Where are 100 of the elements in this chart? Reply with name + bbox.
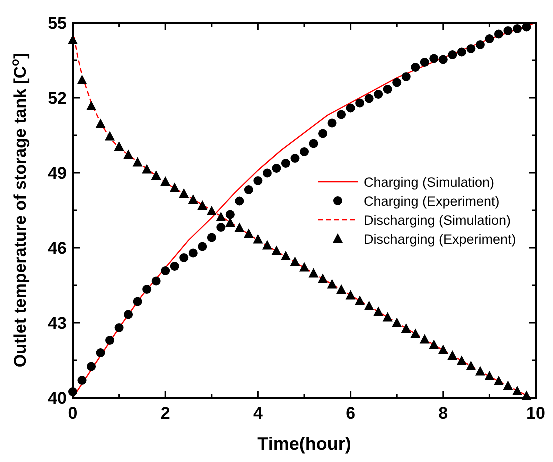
point xyxy=(206,206,217,216)
point xyxy=(188,194,198,204)
y-tick-label: 46 xyxy=(48,239,67,258)
y-tick-label: 52 xyxy=(48,89,67,108)
point xyxy=(188,248,198,258)
point xyxy=(170,182,180,192)
point xyxy=(290,154,300,163)
point xyxy=(280,251,291,260)
point xyxy=(124,150,134,160)
point xyxy=(216,223,226,232)
point xyxy=(364,94,374,104)
point xyxy=(254,176,263,186)
point xyxy=(402,72,411,82)
point xyxy=(170,262,180,271)
point xyxy=(161,266,170,276)
point xyxy=(457,48,466,57)
point xyxy=(420,334,430,344)
point xyxy=(300,262,310,272)
point xyxy=(392,78,402,88)
point xyxy=(438,344,448,354)
point xyxy=(152,276,161,286)
legend-label: Charging (Simulation) xyxy=(364,175,495,190)
point xyxy=(244,228,254,238)
point xyxy=(392,318,402,328)
point xyxy=(96,348,106,358)
point xyxy=(290,256,300,266)
point xyxy=(512,24,522,34)
point xyxy=(234,222,245,232)
point xyxy=(151,170,162,180)
point xyxy=(142,285,152,294)
point xyxy=(86,101,97,110)
point xyxy=(346,104,356,113)
point xyxy=(503,380,514,390)
point xyxy=(318,129,328,138)
point xyxy=(504,26,513,36)
point xyxy=(327,279,338,289)
legend-label: Discharging (Simulation) xyxy=(364,213,512,228)
y-tick-label: 43 xyxy=(48,314,67,333)
point xyxy=(420,58,430,67)
point xyxy=(466,361,476,370)
point xyxy=(494,30,504,39)
point xyxy=(336,284,347,294)
point xyxy=(374,306,384,316)
point xyxy=(114,324,124,332)
point xyxy=(448,350,458,360)
point xyxy=(382,312,393,322)
x-tick-label: 6 xyxy=(346,404,356,423)
point xyxy=(309,139,318,148)
point xyxy=(207,233,216,242)
point xyxy=(235,196,244,206)
x-tick-label: 8 xyxy=(438,404,448,423)
point xyxy=(198,242,208,252)
point xyxy=(484,371,495,380)
point xyxy=(318,274,328,284)
point xyxy=(198,200,208,210)
point xyxy=(262,240,272,250)
x-tick-label: 4 xyxy=(253,404,264,423)
point xyxy=(374,90,384,99)
point xyxy=(132,157,143,167)
point xyxy=(225,218,236,228)
point xyxy=(410,328,421,338)
point xyxy=(494,376,504,386)
x-axis-title: Time(hour) xyxy=(258,434,352,454)
point xyxy=(429,340,440,350)
x-tick-label: 2 xyxy=(160,404,170,423)
point xyxy=(179,188,190,198)
point xyxy=(142,164,152,174)
y-tick-label: 40 xyxy=(48,389,67,408)
point xyxy=(485,34,494,44)
point xyxy=(512,386,522,396)
point xyxy=(77,75,88,84)
point xyxy=(106,336,115,345)
x-tick-label: 10 xyxy=(526,404,546,423)
y-tick-label: 49 xyxy=(48,164,67,183)
point xyxy=(253,234,264,244)
point xyxy=(226,210,235,220)
point xyxy=(475,366,486,376)
point xyxy=(430,54,439,64)
point xyxy=(105,131,116,141)
point xyxy=(401,324,412,333)
point xyxy=(346,290,356,300)
point xyxy=(78,376,87,385)
point xyxy=(466,44,476,54)
point xyxy=(133,297,142,306)
point xyxy=(456,356,467,366)
point xyxy=(355,296,366,306)
y-tick-label: 55 xyxy=(48,14,67,33)
point xyxy=(87,362,96,372)
point xyxy=(411,63,420,72)
point xyxy=(476,40,485,50)
legend-label: Charging (Experiment) xyxy=(364,194,500,209)
point xyxy=(337,110,346,120)
point xyxy=(300,148,309,156)
point xyxy=(356,98,365,108)
point xyxy=(383,85,392,94)
point xyxy=(96,118,106,128)
point xyxy=(308,268,319,278)
point xyxy=(448,50,458,60)
point xyxy=(124,310,134,320)
point xyxy=(272,164,282,173)
